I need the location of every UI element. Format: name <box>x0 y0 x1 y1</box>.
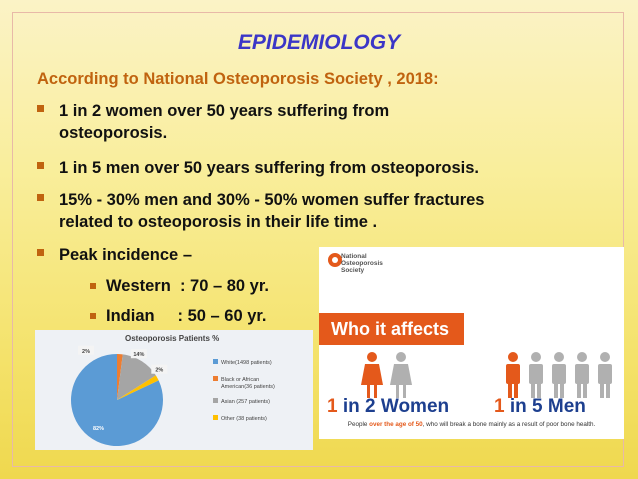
slide-subtitle: According to National Osteoporosis Socie… <box>37 70 439 88</box>
bullet-marker <box>37 105 44 112</box>
nos-logo-text: National Osteoporosis Society <box>341 253 383 274</box>
slice-label: 14% <box>133 352 144 358</box>
sub-bullet-text: Indian : 50 – 60 yr. <box>106 307 267 325</box>
bullet-text: 15% - 30% men and 30% - 50% women suffer… <box>59 191 485 209</box>
slide-title: EPIDEMIOLOGY <box>237 31 401 54</box>
stat-women-number: 1 <box>327 396 338 417</box>
affects-footer: People over the age of 50, who will brea… <box>319 421 624 428</box>
bullet-peak-incidence: Peak incidence – <box>37 244 192 266</box>
bullet-text: 1 in 5 men over 50 years suffering from … <box>59 159 479 177</box>
footer-highlight: over the age of 50 <box>369 421 423 428</box>
legend-label: Asian (257 patients) <box>221 399 270 405</box>
who-it-affects-banner: Who it affects <box>319 313 464 345</box>
legend-swatch <box>213 398 218 403</box>
legend-swatch <box>213 415 218 420</box>
logo-line: National <box>341 253 367 260</box>
man-icon <box>575 352 589 398</box>
who-it-affects-card: National Osteoporosis Society Who it aff… <box>319 247 624 439</box>
man-icon <box>598 352 612 398</box>
slice-label: 82% <box>93 426 104 432</box>
footer-text: , who will break a bone mainly as a resu… <box>422 421 596 428</box>
legend-label: Black or African American(36 patients) <box>221 377 275 390</box>
slice-label-bg <box>78 345 95 355</box>
bullet-text: 1 in 2 women over 50 years suffering fro… <box>59 102 390 120</box>
bullet-text: Peak incidence – <box>59 246 192 264</box>
bullet-text-cont: related to osteoporosis in their life ti… <box>59 213 378 231</box>
slide-frame <box>12 12 624 467</box>
woman-icon-highlighted <box>361 352 383 398</box>
man-icon-highlighted <box>506 352 520 398</box>
legend-label: White(1498 patients) <box>221 360 272 366</box>
legend-swatch <box>213 359 218 364</box>
slice-label: 2% <box>82 349 90 355</box>
bullet-men: 1 in 5 men over 50 years suffering from … <box>37 157 479 179</box>
sub-bullet-western: Western : 70 – 80 yr. <box>90 277 269 296</box>
man-icon <box>552 352 566 398</box>
slice-label-bg <box>130 349 147 359</box>
pie-slice <box>71 354 164 446</box>
bullet-marker <box>37 249 44 256</box>
who-it-affects-heading: Who it affects <box>331 319 450 339</box>
stat-women-text: in 2 Women <box>337 396 450 417</box>
bullet-fractures: 15% - 30% men and 30% - 50% women suffer… <box>37 189 485 233</box>
slice-label: 2% <box>155 368 163 374</box>
sub-bullet-indian: Indian : 50 – 60 yr. <box>90 307 267 326</box>
nos-logo <box>327 252 343 273</box>
slice-label-bg <box>151 364 168 374</box>
pie-chart: Osteoporosis Patients % 82% 2% 14% 2% White… <box>71 334 275 446</box>
bullet-text-cont: osteoporosis. <box>59 124 168 142</box>
people-icons <box>361 352 612 398</box>
sub-bullet-text: Western : 70 – 80 yr. <box>106 277 269 295</box>
legend-swatch <box>213 376 218 381</box>
bullet-women: 1 in 2 women over 50 years suffering fro… <box>37 100 547 144</box>
logo-line: Society <box>341 267 365 274</box>
legend-label: Other (38 patients) <box>221 416 267 422</box>
bullet-marker <box>37 194 44 201</box>
logo-line: Osteoporosis <box>341 260 383 267</box>
stat-women: 1 in 2 Women <box>327 396 449 418</box>
pie-slice <box>117 354 123 400</box>
woman-icon <box>390 352 412 398</box>
pie-slice <box>117 375 159 400</box>
stat-men: 1 in 5 Men <box>494 396 586 418</box>
stat-men-number: 1 <box>494 396 505 417</box>
sub-bullet-marker <box>90 283 96 289</box>
pie-chart-card: Osteoporosis Patients % 82% 2% 14% 2% White… <box>35 330 313 450</box>
pie-chart-title: Osteoporosis Patients % <box>125 334 219 343</box>
man-icon <box>529 352 543 398</box>
pie-slice <box>117 354 156 400</box>
sub-bullet-marker <box>90 313 96 319</box>
footer-text: People <box>347 421 370 428</box>
bullet-marker <box>37 162 44 169</box>
stat-men-text: in 5 Men <box>504 396 586 417</box>
nos-logo-icon <box>328 253 342 267</box>
